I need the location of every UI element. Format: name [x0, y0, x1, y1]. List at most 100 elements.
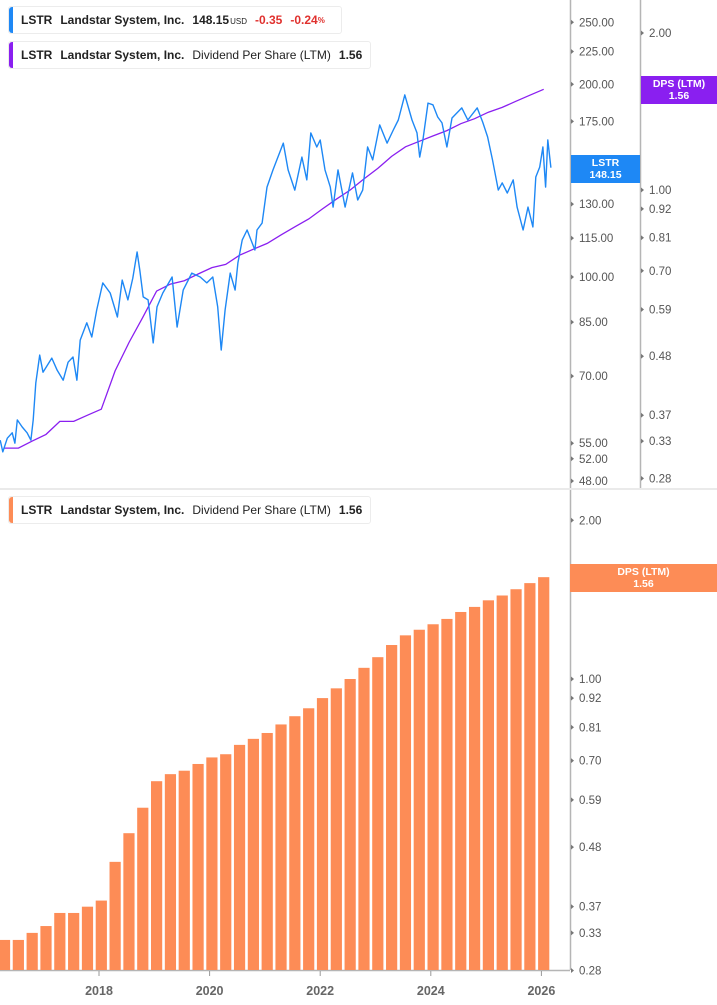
dps-bottom-axis-tick-marker: [571, 517, 574, 523]
dps-bar: [137, 807, 149, 970]
dps-bar: [81, 906, 94, 970]
dps-top-axis-tick: 0.33: [649, 436, 671, 448]
dps-top-axis-tick: 2.00: [649, 28, 671, 40]
legend-metric: Dividend Per Share (LTM): [192, 503, 331, 517]
dps-top-axis-tick-marker: [641, 187, 644, 193]
price-axis-tick-marker: [571, 456, 574, 462]
dps-bottom-axis-tick-marker: [571, 676, 574, 682]
dps-bar: [303, 708, 315, 970]
dps-bar: [468, 606, 481, 970]
dps-bar: [372, 657, 384, 970]
legend-ticker: LSTR: [21, 13, 53, 27]
dps-bottom-axis-tick: 0.33: [579, 928, 601, 940]
dps-bottom-axis-tick: 0.37: [579, 902, 601, 914]
dps-bar: [496, 595, 508, 970]
legend-value: 1.56: [338, 503, 363, 517]
x-axis-tick: 2018: [85, 984, 113, 998]
dps-bar: [455, 611, 467, 970]
price-axis-tick-marker: [571, 440, 574, 446]
dps-top-axis-tick: 0.37: [649, 410, 671, 422]
price-axis-tick: 52.00: [579, 454, 608, 466]
price-axis-tick: 200.00: [579, 79, 614, 91]
dps-bar: [220, 754, 232, 970]
dps-bottom-axis-tick: 0.59: [579, 795, 601, 807]
dps-bottom-axis-tick-marker: [571, 904, 574, 910]
legend-currency: USD: [230, 17, 247, 26]
legend-price[interactable]: LSTR Landstar System, Inc. 148.15 USD -0…: [8, 6, 342, 34]
dps-top-axis-tick: 0.59: [649, 305, 671, 317]
price-axis-tick: 250.00: [579, 17, 614, 29]
tag-value: 148.15: [589, 169, 622, 181]
dps-bottom-axis-tick-marker: [571, 797, 574, 803]
x-axis-tick: 2020: [196, 984, 224, 998]
legend-price-value: 148.15: [192, 13, 230, 27]
price-axis-tick: 225.00: [579, 47, 614, 59]
dps-top-axis-tick: 0.28: [649, 473, 671, 485]
dps-bar: [247, 738, 259, 970]
dps-bottom-axis-tick: 0.48: [579, 842, 601, 854]
price-axis-tick-marker: [571, 319, 574, 325]
dps-bottom-axis-tick-marker: [571, 758, 574, 764]
dps-top-axis-tick: 0.48: [649, 351, 671, 363]
price-axis-tick: 70.00: [579, 371, 608, 383]
dps-bar: [316, 698, 329, 970]
dps-bottom-axis-tick-marker: [571, 724, 574, 730]
price-axis-tick-marker: [571, 235, 574, 241]
tag-ticker: LSTR: [591, 157, 620, 169]
dps-bar: [261, 732, 273, 970]
dps-top-axis-tick-marker: [641, 353, 644, 359]
dps-bar: [524, 583, 536, 970]
dps-bottom-axis-tick: 0.81: [579, 722, 601, 734]
legend-ticker: LSTR: [21, 48, 53, 62]
price-axis-tick-marker: [571, 19, 574, 25]
dps-bar: [386, 645, 398, 970]
dps-top-axis-tag: DPS (LTM) 1.56: [641, 76, 717, 104]
legend-value: 1.56: [338, 48, 363, 62]
legend-dps-bottom[interactable]: LSTR Landstar System, Inc. Dividend Per …: [8, 496, 372, 524]
legend-company: Landstar System, Inc.: [60, 503, 185, 517]
price-axis-tick-marker: [571, 81, 574, 87]
price-axis-tick-marker: [571, 373, 574, 379]
dps-bar: [538, 577, 550, 970]
dps-line: [4, 88, 544, 449]
price-axis-tick: 55.00: [579, 438, 608, 450]
dps-bar: [151, 781, 163, 970]
price-axis-tick: 85.00: [579, 317, 608, 329]
legend-company: Landstar System, Inc.: [60, 48, 185, 62]
dps-bottom-axis-tag: DPS (LTM) 1.56: [570, 564, 717, 592]
dps-bar: [289, 716, 301, 970]
dps-top-axis-tick-marker: [641, 412, 644, 418]
dps-bar: [413, 629, 425, 970]
price-axis-tag: LSTR 148.15: [571, 155, 640, 183]
dps-bottom-axis-tick-marker: [571, 930, 574, 936]
dps-bar: [344, 679, 356, 970]
dps-bar: [427, 624, 439, 970]
dps-top-axis-tick-marker: [641, 438, 644, 444]
legend-company: Landstar System, Inc.: [60, 13, 185, 27]
legend-color-swatch: [9, 497, 13, 523]
price-axis-tick: 48.00: [579, 476, 608, 488]
price-axis-tick-marker: [571, 274, 574, 280]
dps-bar: [358, 667, 370, 970]
dps-top-axis-tick-marker: [641, 307, 644, 313]
dps-bottom-axis-tick: 2.00: [579, 515, 601, 527]
dps-bottom-axis-tick-marker: [571, 695, 574, 701]
dps-bar: [233, 744, 246, 970]
price-axis-tick: 100.00: [579, 272, 614, 284]
price-axis-tick-marker: [571, 49, 574, 55]
dps-bar: [26, 932, 38, 970]
legend-color-swatch: [9, 42, 13, 68]
dps-bar: [0, 939, 11, 970]
legend-change: -0.35: [254, 13, 283, 27]
legend-dps-top[interactable]: LSTR Landstar System, Inc. Dividend Per …: [8, 41, 372, 69]
dps-bar: [95, 900, 107, 970]
tag-label: DPS (LTM): [617, 566, 670, 578]
dps-bar: [399, 635, 412, 970]
x-axis-tick: 2024: [417, 984, 445, 998]
dps-top-axis-tick-marker: [641, 206, 644, 212]
legend-pct-sign: %: [317, 15, 325, 25]
price-axis-tick: 115.00: [579, 233, 613, 245]
dps-bar: [123, 833, 135, 970]
legend-metric: Dividend Per Share (LTM): [192, 48, 331, 62]
